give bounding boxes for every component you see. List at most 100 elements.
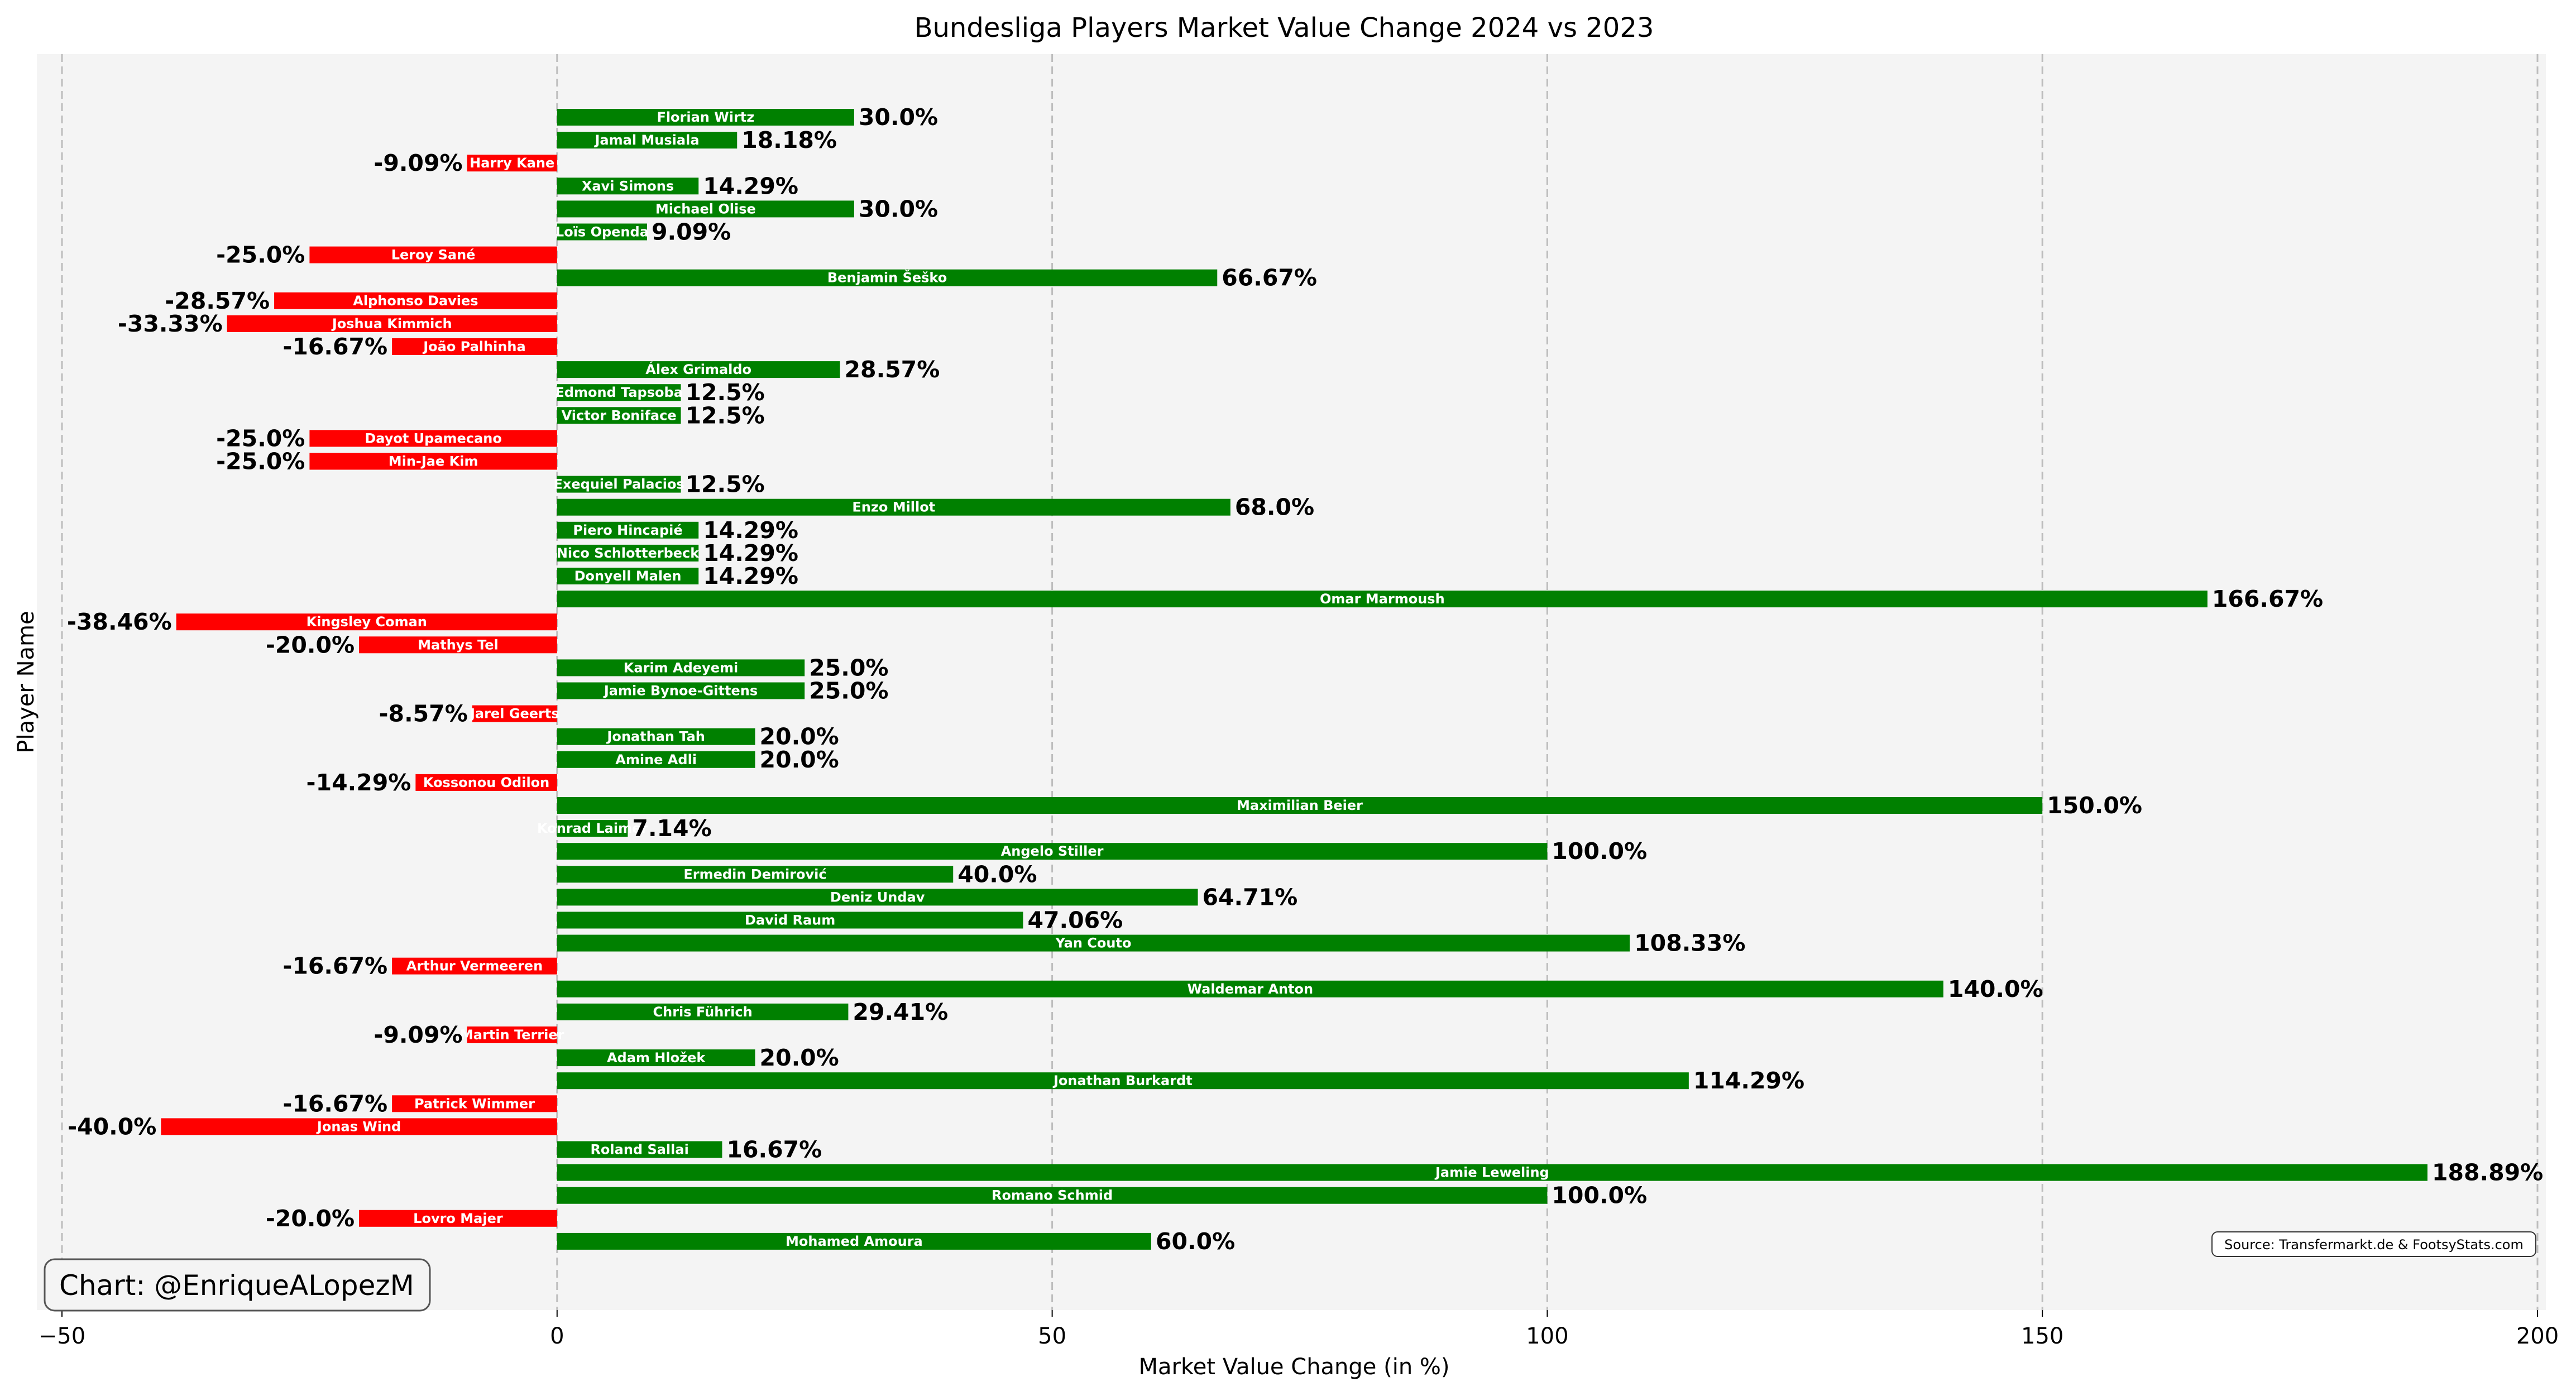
bar-name-label-12: Edmond Tapsoba [555,385,683,400]
bar-name-label-11: Álex Grimaldo [645,361,751,377]
bar-2 [467,155,557,172]
bar-name-label-30: Maximilian Beier [1237,798,1363,813]
bar-32 [557,843,1548,860]
x-tick-label-4: 150 [2021,1323,2063,1349]
bar-value-label-37: -16.67% [283,953,387,980]
bar-name-label-15: Min-Jae Kim [389,454,478,469]
bar-43 [392,1095,557,1112]
bar-value-label-16: 12.5% [686,471,765,498]
bar-value-label-40: -9.09% [374,1021,462,1048]
bar-4 [557,200,854,218]
bar-24 [557,659,805,677]
bar-value-label-2: -9.09% [374,150,462,176]
bar-40 [467,1026,557,1043]
bar-value-label-36: 108.33% [1634,930,1745,957]
bar-name-label-3: Xavi Simons [582,178,674,194]
bar-value-label-23: -20.0% [266,631,355,658]
bar-13 [557,407,681,424]
bar-45 [557,1141,722,1158]
bar-name-label-7: Benjamin Šeško [827,269,947,286]
bar-value-label-35: 47.06% [1027,907,1123,934]
bar-value-label-20: 14.29% [703,563,798,589]
bar-name-label-14: Dayot Upamecano [365,430,501,446]
bar-value-label-14: -25.0% [216,425,305,452]
bar-name-label-0: Florian Wirtz [657,109,754,125]
bar-value-label-0: 30.0% [859,104,938,131]
bar-name-label-10: João Palhinha [422,339,526,354]
bar-value-label-48: -20.0% [266,1205,355,1232]
bar-value-label-39: 29.41% [853,999,948,1025]
bar-46 [557,1164,2427,1181]
bar-11 [557,361,840,378]
bar-value-label-38: 140.0% [1948,976,2043,1002]
bar-name-label-13: Victor Boniface [562,407,677,423]
bar-name-label-46: Jamie Leweling [1434,1165,1549,1181]
bar-value-label-1: 18.18% [741,127,837,153]
bar-value-label-15: -25.0% [216,448,305,475]
bar-value-label-43: -16.67% [283,1090,387,1117]
bar-16 [557,476,681,493]
bar-value-label-21: 166.67% [2212,586,2323,612]
bar-name-label-17: Enzo Millot [852,500,935,515]
y-axis-title: Player Name [13,611,39,753]
x-tick-label-5: 200 [2516,1323,2559,1349]
bar-value-label-13: 12.5% [686,402,765,429]
bar-5 [557,223,648,241]
bar-7 [557,269,1218,286]
bar-name-label-37: Arthur Vermeeren [406,958,543,974]
x-tick-label-3: 100 [1526,1323,1568,1349]
bar-value-label-46: 188.89% [2432,1159,2543,1186]
bar-name-label-6: Leroy Sané [391,247,476,263]
gridlines [61,54,2539,1310]
bar-18 [557,521,699,539]
bar-name-label-41: Adam Hložek [607,1050,706,1066]
bar-name-label-40: Martin Terrier [460,1027,564,1043]
bar-35 [557,912,1023,929]
bar-20 [557,568,699,584]
bar-value-label-42: 114.29% [1693,1067,1804,1094]
bar-value-label-44: -40.0% [68,1113,156,1140]
bar-name-label-5: Loïs Openda [556,224,649,240]
bar-value-label-7: 66.67% [1222,265,1317,291]
x-axis-ticks: −50 0 50 100 150 200 [39,1310,2559,1349]
bar-name-label-23: Mathys Tel [418,637,499,653]
bar-47 [557,1187,1548,1204]
bar-48 [359,1210,557,1227]
bar-name-label-39: Chris Führich [653,1004,753,1020]
bar-27 [557,728,755,745]
bar-name-label-44: Jonas Wind [316,1119,401,1134]
bar-8 [274,292,557,309]
bar-22 [176,613,557,631]
bar-value-label-8: -28.57% [165,287,270,314]
bar-name-label-35: David Raum [745,913,835,928]
bar-38 [557,980,1943,997]
source-box-frame [2211,1231,2536,1257]
bar-name-label-4: Michael Olise [655,201,756,217]
bar-value-label-5: 9.09% [652,219,731,246]
bar-37 [392,957,557,975]
bar-value-label-49: 60.0% [1156,1228,1235,1255]
bar-value-label-24: 25.0% [809,654,888,681]
bar-value-label-9: -33.33% [118,310,223,337]
bar-value-label-12: 12.5% [686,379,765,406]
credit-text: Chart: @EnriqueALopezM [59,1269,414,1302]
bar-name-label-32: Angelo Stiller [1001,843,1104,859]
bar-name-label-20: Donyell Malen [574,568,682,584]
bar-value-label-19: 14.29% [703,540,798,567]
bar-41 [557,1049,755,1067]
bar-name-label-25: Jamie Bynoe-Gittens [603,683,758,699]
bar-3 [557,178,699,195]
bar-value-label-29: -14.29% [307,769,411,796]
bar-value-label-41: 20.0% [760,1044,839,1071]
bar-name-label-26: Jarel Geerts [469,706,559,722]
bar-name-label-48: Lovro Majer [413,1211,503,1226]
bar-name-label-9: Joshua Kimmich [331,316,452,332]
bar-name-label-42: Jonathan Burkardt [1052,1073,1193,1088]
bar-value-label-47: 100.0% [1552,1182,1647,1209]
bar-name-label-22: Kingsley Coman [307,614,427,630]
bar-10 [392,338,557,355]
bar-name-label-33: Ermedin Demirović [683,866,826,882]
bar-31 [557,820,628,837]
bar-36 [557,934,1630,952]
